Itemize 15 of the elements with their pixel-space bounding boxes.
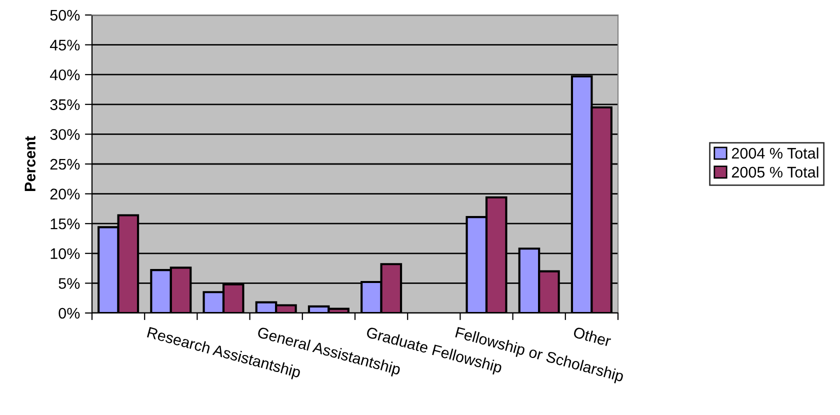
y-axis-title: Percent xyxy=(24,136,36,191)
y-tick-label: 20% xyxy=(50,188,80,200)
y-tick-label: 15% xyxy=(50,218,80,230)
y-tick-label: 45% xyxy=(50,40,80,50)
y-tick-label: 0% xyxy=(58,308,80,319)
y-tick-label: 40% xyxy=(50,69,80,80)
x-tick-label: Other xyxy=(572,326,612,347)
y-tick-label: 50% xyxy=(50,10,80,21)
y-tick-label: 35% xyxy=(50,99,80,110)
y-tick-label: 5% xyxy=(58,278,80,289)
legend-label: 2004 % Total xyxy=(732,147,818,159)
y-tick-label: 10% xyxy=(50,248,80,260)
y-tick-label: 25% xyxy=(50,158,80,170)
legend-label: 2005 % Total xyxy=(732,166,818,178)
y-tick-label: 30% xyxy=(50,129,80,140)
